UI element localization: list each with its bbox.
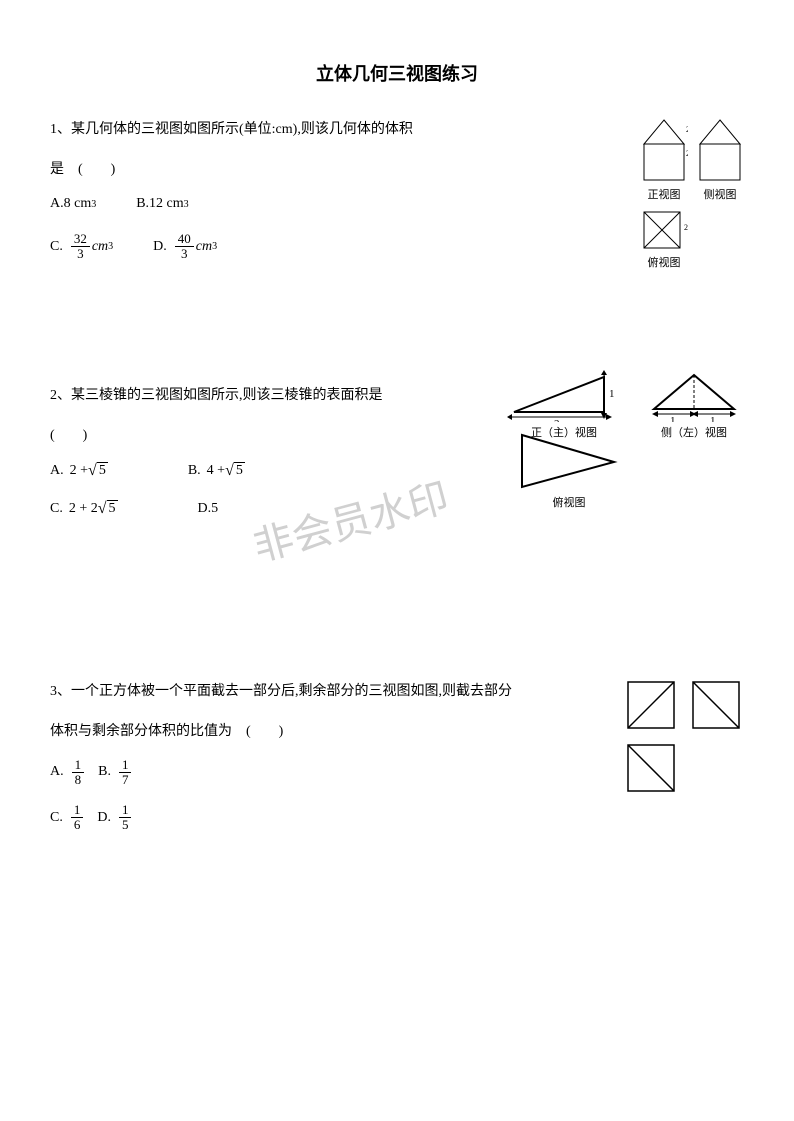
svg-text:1: 1 <box>670 415 676 422</box>
q1-top-view-icon: 2 2 <box>640 208 688 252</box>
q1-front-view-icon: 2 2 <box>640 116 688 184</box>
q3-option-a: A. 18 <box>50 758 86 788</box>
q3-view1-icon <box>624 678 679 733</box>
svg-text:2: 2 <box>686 149 688 158</box>
q2-option-a: A. 2 + 5 <box>50 462 108 480</box>
q1-option-c: C. 323 cm3 <box>50 232 113 262</box>
svg-text:2: 2 <box>660 251 664 252</box>
q2-front-view-icon: 1 2 <box>504 367 624 422</box>
question-1: 1、某几何体的三视图如图所示(单位:cm),则该几何体的体积 是 ( ) A.8… <box>50 116 744 262</box>
question-3: 3、一个正方体被一个平面截去一部分后,剩余部分的三视图如图,则截去部分 体积与剩… <box>50 678 744 833</box>
page-title: 立体几何三视图练习 <box>50 60 744 86</box>
q2-top-view-icon <box>514 427 624 492</box>
q1-option-b: B.12 cm3 <box>136 196 188 212</box>
q2-option-d: D.5 <box>198 501 219 517</box>
q1-figure: 2 2 正视图 侧视图 2 2 俯视图 <box>640 116 744 270</box>
q2-option-c: C. 2 + 2 5 <box>50 500 118 518</box>
q3-figure <box>624 678 744 796</box>
svg-text:1: 1 <box>609 388 615 400</box>
q1-option-d: D. 403 cm3 <box>153 232 217 262</box>
q3-view3-icon <box>624 741 679 796</box>
q1-option-a: A.8 cm3 <box>50 196 96 212</box>
q2-option-b: B. 4 + 5 <box>188 462 245 480</box>
svg-text:2: 2 <box>686 125 688 134</box>
q3-option-c: C. 16 <box>50 803 85 833</box>
q2-side-view-icon: 1 1 <box>644 367 744 422</box>
svg-text:2: 2 <box>554 418 560 422</box>
q3-view2-icon <box>689 678 744 733</box>
svg-text:1: 1 <box>710 415 716 422</box>
q3-option-d: D. 15 <box>97 803 133 833</box>
q2-top-figure: 俯视图 <box>514 427 624 510</box>
question-2: 2、某三棱锥的三视图如图所示,则该三棱锥的表面积是 ( ) A. 2 + 5 B… <box>50 382 744 518</box>
svg-text:2: 2 <box>684 223 688 232</box>
q3-option-b: B. 17 <box>98 758 133 788</box>
q1-side-view-icon <box>696 116 744 184</box>
